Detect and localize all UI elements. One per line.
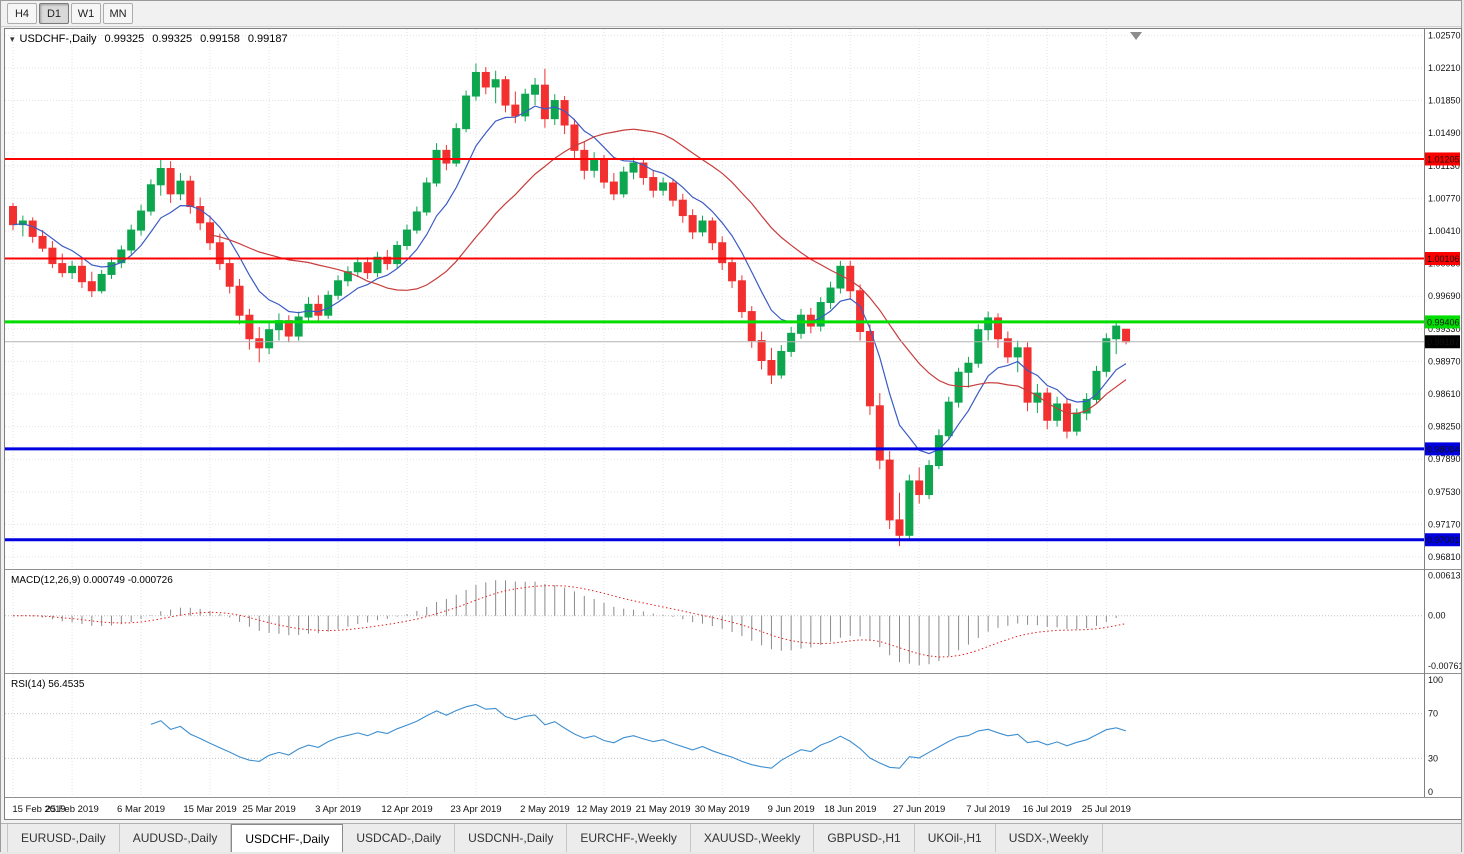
date-label: 16 Jul 2019 [1023,804,1072,815]
chart-tab-usdcnh-daily[interactable]: USDCNH-,Daily [455,824,568,852]
price-high: 0.99325 [152,33,193,45]
price-low: 0.99158 [200,33,240,45]
rsi-indicator-label: RSI(14) 56.4535 [11,679,85,690]
svg-text:0.99330: 0.99330 [1428,324,1461,334]
chart-tab-usdx-weekly[interactable]: USDX-,Weekly [996,824,1103,852]
svg-text:0.00: 0.00 [1428,611,1446,621]
date-label: 12 May 2019 [577,804,632,815]
chart-canvas[interactable]: 1.02570 1.02210 1.01850 1.01490 1.01130 1.007… [5,29,1461,819]
chart-tab-bar: EURUSD-,Daily AUDUSD-,Daily USDCHF-,Daily U… [1,823,1461,852]
price-badge-1.01205: 1.01205 [1427,154,1460,164]
rsi-pane[interactable]: 100 70 30 0 [5,675,1443,797]
svg-text:0.99690: 0.99690 [1428,291,1461,301]
rsi-line [150,703,1127,769]
svg-text:1.01490: 1.01490 [1428,128,1461,138]
svg-text:1.00410: 1.00410 [1428,226,1461,236]
date-label: 30 May 2019 [695,804,750,815]
svg-text:0.98250: 0.98250 [1428,422,1461,432]
date-label: 2 May 2019 [520,804,570,815]
date-label: 18 Jun 2019 [824,804,876,815]
chart-header: ▾ USDCHF-,Daily 0.99325 0.99325 0.99158 … [10,33,288,45]
svg-text:0.96810: 0.96810 [1428,552,1461,562]
grid [5,29,1424,797]
svg-text:0.00613: 0.00613 [1428,570,1461,580]
date-label: 7 Jul 2019 [966,804,1010,815]
svg-text:30: 30 [1428,753,1438,763]
price-badge-0.99406: 0.99406 [1427,317,1460,327]
price-badge-0.97001: 0.97001 [1427,535,1460,545]
date-label: 25 Mar 2019 [242,804,295,815]
svg-text:100: 100 [1428,675,1443,685]
date-label: 15 Feb 2019 [12,804,65,815]
chart-tab-eurusd-daily[interactable]: EURUSD-,Daily [7,824,120,852]
chart-tab-gbpusd-h1[interactable]: GBPUSD-,H1 [814,824,915,852]
date-label: 12 Apr 2019 [381,804,432,815]
svg-text:1.02210: 1.02210 [1428,63,1461,73]
chart-symbol-title: USDCHF-,Daily [19,33,97,45]
timeframe-button-d1[interactable]: D1 [39,3,69,24]
date-label: 25 Jul 2019 [1082,804,1131,815]
chart-window: 1.02570 1.02210 1.01850 1.01490 1.01130 1.007… [4,28,1462,820]
candles-series [9,63,1131,547]
svg-text:1.02570: 1.02570 [1428,30,1461,40]
svg-text:0.97530: 0.97530 [1428,487,1461,497]
horizontal-lines[interactable] [5,157,1424,542]
macd-histogram [22,580,1127,666]
svg-text:0.98610: 0.98610 [1428,389,1461,399]
timeframe-toolbar: H4 D1 W1 MN [1,1,1461,27]
price-badge-0.99187: 0.99187 [1427,337,1460,347]
timeframe-button-h4[interactable]: H4 [7,3,37,24]
chart-tab-ukoil-h1[interactable]: UKOil-,H1 [915,824,996,852]
svg-text:0.97890: 0.97890 [1428,454,1461,464]
price-axis[interactable]: 1.02570 1.02210 1.01850 1.01490 1.01130 1.007… [1425,30,1461,562]
date-label: 15 Mar 2019 [183,804,236,815]
date-label: 23 Apr 2019 [450,804,501,815]
price-badge-1.00106: 1.00106 [1427,254,1460,264]
price-badge-0.98004: 0.98004 [1427,444,1460,454]
macd-pane[interactable]: 0.00613 0.00 -0.00761 [5,570,1461,671]
svg-text:0: 0 [1428,787,1433,797]
chart-tab-usdcad-daily[interactable]: USDCAD-,Daily [343,824,456,852]
macd-signal-line [13,585,1127,658]
date-label: 21 May 2019 [636,804,691,815]
one-click-trading-icon[interactable]: ▾ [10,33,15,44]
date-label: 9 Jun 2019 [768,804,815,815]
svg-text:-0.00761: -0.00761 [1428,661,1461,671]
price-open: 0.99325 [104,33,145,45]
svg-text:1.01130: 1.01130 [1428,161,1460,171]
timeframe-button-w1[interactable]: W1 [71,3,101,24]
chart-tab-xauusd-weekly[interactable]: XAUUSD-,Weekly [691,824,815,852]
date-label: 6 Mar 2019 [117,804,165,815]
chart-tab-audusd-daily[interactable]: AUDUSD-,Daily [120,824,232,852]
date-label: 27 Jun 2019 [893,804,945,815]
svg-text:70: 70 [1428,709,1438,719]
svg-text:0.97170: 0.97170 [1428,519,1461,529]
svg-text:0.98970: 0.98970 [1428,356,1461,366]
price-close: 0.99187 [247,33,288,45]
timeframe-buttons: H4 D1 W1 MN [7,3,133,24]
date-label: 3 Apr 2019 [315,804,361,815]
slow-ma-line [209,128,1127,415]
svg-text:1.00770: 1.00770 [1428,193,1461,203]
chart-tab-eurchf-weekly[interactable]: EURCHF-,Weekly [567,824,691,852]
chart-tab-usdchf-daily[interactable]: USDCHF-,Daily [231,824,344,852]
macd-indicator-label: MACD(12,26,9) 0.000749 -0.000726 [11,575,173,586]
date-label: 25 Feb 2019 [45,804,98,815]
timeframe-button-mn[interactable]: MN [103,3,133,24]
svg-text:1.01850: 1.01850 [1428,96,1461,106]
chart-shift-marker [1130,32,1143,40]
